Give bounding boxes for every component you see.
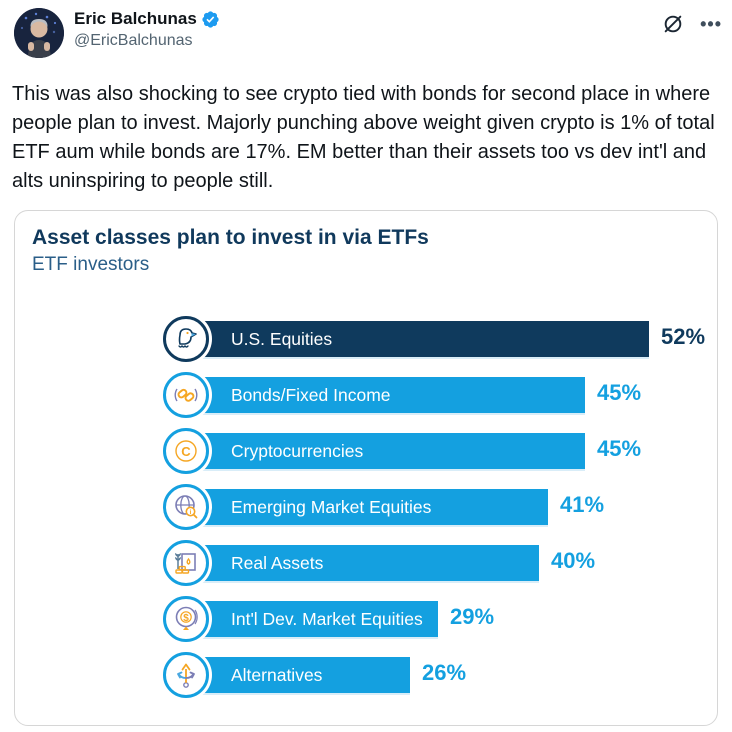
handle[interactable]: @EricBalchunas: [74, 32, 193, 49]
bar-category-label: Bonds/Fixed Income: [231, 384, 391, 405]
globe-stand-dollar-icon: $: [163, 596, 209, 642]
identity-block: Eric Balchunas @EricBalchunas: [74, 9, 220, 50]
bar: Real Assets: [171, 545, 539, 581]
bar-row: Alternatives 26%: [15, 652, 717, 698]
bar-category-label: Cryptocurrencies: [231, 440, 364, 461]
bar-value-label: 45%: [597, 380, 642, 405]
bar-value-label: 52%: [661, 324, 706, 349]
bar-category-label: Int'l Dev. Market Equities: [231, 608, 423, 629]
avatar-image: [14, 8, 64, 58]
header-actions: •••: [662, 13, 722, 35]
bar-category-label: Emerging Market Equities: [231, 496, 432, 517]
crypto-coin-icon: C: [163, 428, 209, 474]
bar-category-label: Alternatives: [231, 664, 323, 685]
avatar[interactable]: [14, 8, 64, 58]
chain-links-icon: [163, 372, 209, 418]
verified-badge: [201, 10, 220, 29]
bar-category-label: Real Assets: [231, 552, 324, 573]
bar-row: U.S. Equities 52%: [15, 316, 717, 362]
bar-row: Emerging Market Equities i 41%: [15, 484, 717, 530]
real-assets-icon: [163, 540, 209, 586]
bar-category-label: U.S. Equities: [231, 328, 333, 349]
svg-text:i: i: [190, 509, 192, 516]
bar-value-label: 29%: [450, 604, 495, 629]
bar: Emerging Market Equities: [171, 489, 548, 525]
bar-row: Cryptocurrencies C 45%: [15, 428, 717, 474]
display-name[interactable]: Eric Balchunas: [74, 9, 197, 28]
branching-arrows-icon: [163, 652, 209, 698]
bar: Int'l Dev. Market Equities: [171, 601, 438, 637]
bar-value-label: 40%: [551, 548, 596, 573]
more-ellipsis-icon[interactable]: •••: [700, 14, 722, 34]
bar: Cryptocurrencies: [171, 433, 585, 469]
bar: Alternatives: [171, 657, 410, 693]
chart-card: Asset classes plan to invest in via ETFs…: [14, 210, 718, 726]
tweet-header: Eric Balchunas @EricBalchunas •••: [12, 6, 722, 62]
bar-row: Int'l Dev. Market Equities $ 29%: [15, 596, 717, 642]
globe-magnifier-icon: i: [163, 484, 209, 530]
bar: Bonds/Fixed Income: [171, 377, 585, 413]
bar: U.S. Equities: [171, 321, 649, 357]
svg-text:$: $: [183, 613, 189, 624]
bar-value-label: 26%: [422, 660, 467, 685]
bar-row: Bonds/Fixed Income 45%: [15, 372, 717, 418]
chart-subtitle: ETF investors: [32, 254, 150, 275]
bar-value-label: 41%: [560, 492, 605, 517]
bar-value-label: 45%: [597, 436, 642, 461]
grok-icon[interactable]: [662, 13, 684, 35]
chart-rows: U.S. Equities 52% Bonds/Fixed Income 45%…: [15, 211, 717, 725]
svg-text:C: C: [181, 444, 191, 459]
chart-title: Asset classes plan to invest in via ETFs: [32, 226, 429, 249]
tweet-text: This was also shocking to see crypto tie…: [12, 83, 715, 192]
eagle-icon: [163, 316, 209, 362]
bar-row: Real Assets 40%: [15, 540, 717, 586]
